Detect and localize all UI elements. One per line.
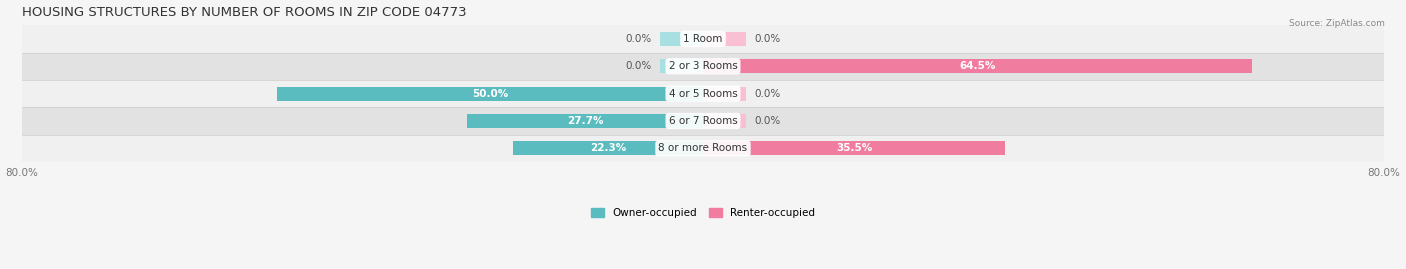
- Bar: [22, 25, 1384, 53]
- Bar: [661, 59, 703, 73]
- Text: 2 or 3 Rooms: 2 or 3 Rooms: [669, 61, 737, 71]
- Text: 22.3%: 22.3%: [591, 143, 626, 153]
- Bar: [513, 141, 703, 155]
- Text: 0.0%: 0.0%: [754, 89, 780, 99]
- Text: 0.0%: 0.0%: [754, 34, 780, 44]
- Bar: [703, 114, 745, 128]
- Bar: [703, 87, 745, 101]
- Text: 1 Room: 1 Room: [683, 34, 723, 44]
- Text: 35.5%: 35.5%: [837, 143, 872, 153]
- Bar: [277, 87, 703, 101]
- Bar: [467, 114, 703, 128]
- Text: HOUSING STRUCTURES BY NUMBER OF ROOMS IN ZIP CODE 04773: HOUSING STRUCTURES BY NUMBER OF ROOMS IN…: [22, 6, 467, 19]
- Text: 0.0%: 0.0%: [754, 116, 780, 126]
- Text: 4 or 5 Rooms: 4 or 5 Rooms: [669, 89, 737, 99]
- Text: 0.0%: 0.0%: [626, 34, 652, 44]
- Text: Source: ZipAtlas.com: Source: ZipAtlas.com: [1289, 19, 1385, 28]
- Text: 0.0%: 0.0%: [626, 61, 652, 71]
- Bar: [22, 135, 1384, 162]
- Legend: Owner-occupied, Renter-occupied: Owner-occupied, Renter-occupied: [591, 208, 815, 218]
- Bar: [661, 32, 703, 46]
- Text: 64.5%: 64.5%: [959, 61, 995, 71]
- Bar: [703, 141, 1005, 155]
- Bar: [22, 107, 1384, 135]
- Bar: [703, 59, 1253, 73]
- Bar: [22, 53, 1384, 80]
- Text: 6 or 7 Rooms: 6 or 7 Rooms: [669, 116, 737, 126]
- Text: 8 or more Rooms: 8 or more Rooms: [658, 143, 748, 153]
- Text: 27.7%: 27.7%: [567, 116, 603, 126]
- Bar: [703, 32, 745, 46]
- Text: 50.0%: 50.0%: [472, 89, 509, 99]
- Bar: [22, 80, 1384, 107]
